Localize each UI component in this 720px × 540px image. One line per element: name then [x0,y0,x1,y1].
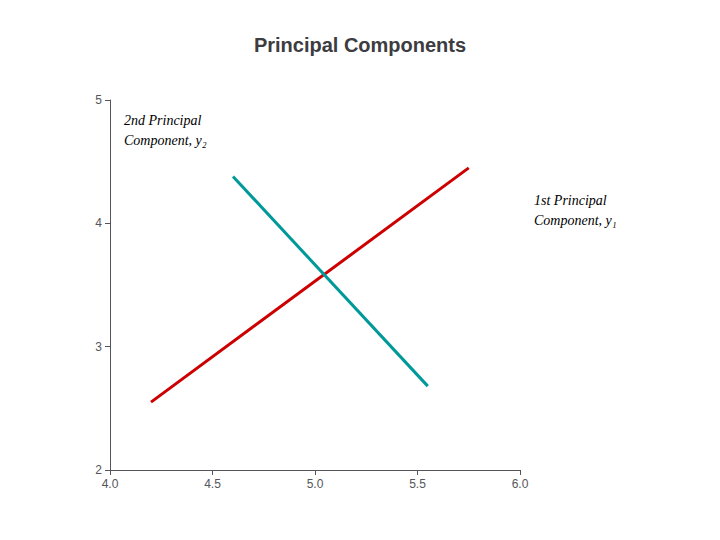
svg-text:Principal Components: Principal Components [254,34,466,56]
svg-text:5.0: 5.0 [307,477,324,491]
svg-text:5.5: 5.5 [409,477,426,491]
svg-text:Component, y₁: Component, y₁ [534,213,617,228]
svg-text:2: 2 [95,463,102,477]
svg-text:4.0: 4.0 [102,477,119,491]
svg-text:3: 3 [95,340,102,354]
svg-text:5: 5 [95,93,102,107]
svg-text:6.0: 6.0 [512,477,529,491]
svg-text:4.5: 4.5 [204,477,221,491]
svg-text:4: 4 [95,216,102,230]
svg-text:2nd Principal: 2nd Principal [124,113,201,128]
svg-text:Component, y₂: Component, y₂ [124,133,207,148]
svg-text:1st Principal: 1st Principal [534,193,607,208]
